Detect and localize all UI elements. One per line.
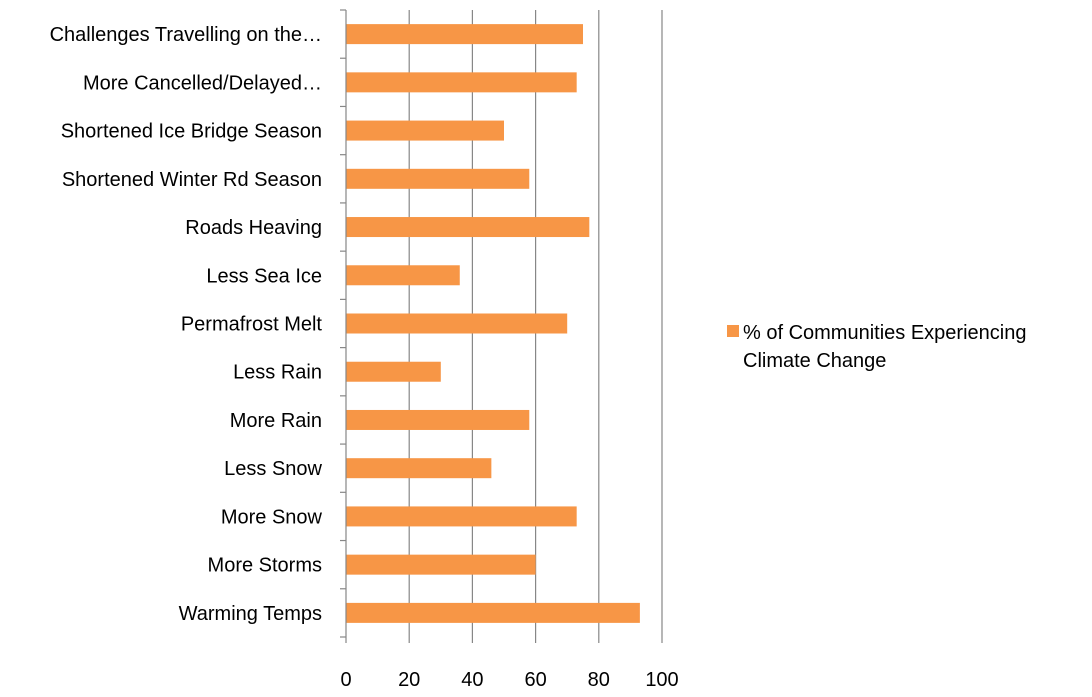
legend-swatch — [727, 325, 739, 337]
bar — [346, 313, 568, 334]
bar — [346, 72, 577, 93]
category-label: Challenges Travelling on the… — [50, 24, 322, 46]
category-label: Less Sea Ice — [206, 265, 322, 287]
x-tick-label: 40 — [461, 669, 483, 691]
labels: 0 20 40 60 80 100 Challenges Travelling on the… — [50, 24, 679, 691]
x-tick-label: 60 — [524, 669, 546, 691]
bar — [346, 217, 590, 238]
category-label: More Rain — [230, 410, 322, 432]
x-tick-label: 100 — [645, 669, 678, 691]
category-label: Warming Temps — [179, 603, 322, 625]
legend-label: % of Communities Experiencing Climate Ch… — [743, 322, 1027, 372]
category-label: Less Rain — [233, 362, 322, 384]
x-tick-label: 0 — [340, 669, 351, 691]
bar — [346, 409, 530, 430]
x-tick-label: 20 — [398, 669, 420, 691]
category-label: Shortened Winter Rd Season — [62, 169, 322, 191]
axes — [340, 9, 663, 643]
bar — [346, 120, 504, 141]
category-label: Roads Heaving — [185, 217, 322, 239]
category-label: More Cancelled/Delayed… — [83, 72, 322, 94]
legend: % of Communities Experiencing Climate Ch… — [727, 319, 1087, 375]
bar — [346, 361, 441, 382]
bar — [346, 554, 536, 575]
category-label: More Storms — [208, 555, 322, 577]
bar — [346, 458, 492, 479]
category-label: More Snow — [221, 506, 323, 528]
category-label: Shortened Ice Bridge Season — [61, 121, 322, 143]
bar — [346, 602, 640, 623]
bar — [346, 168, 530, 189]
bar — [346, 265, 460, 286]
bar — [346, 24, 583, 45]
x-tick-label: 80 — [588, 669, 610, 691]
bars — [346, 24, 640, 623]
category-label: Permafrost Melt — [181, 314, 323, 336]
bar — [346, 506, 577, 527]
category-label: Less Snow — [224, 458, 322, 480]
